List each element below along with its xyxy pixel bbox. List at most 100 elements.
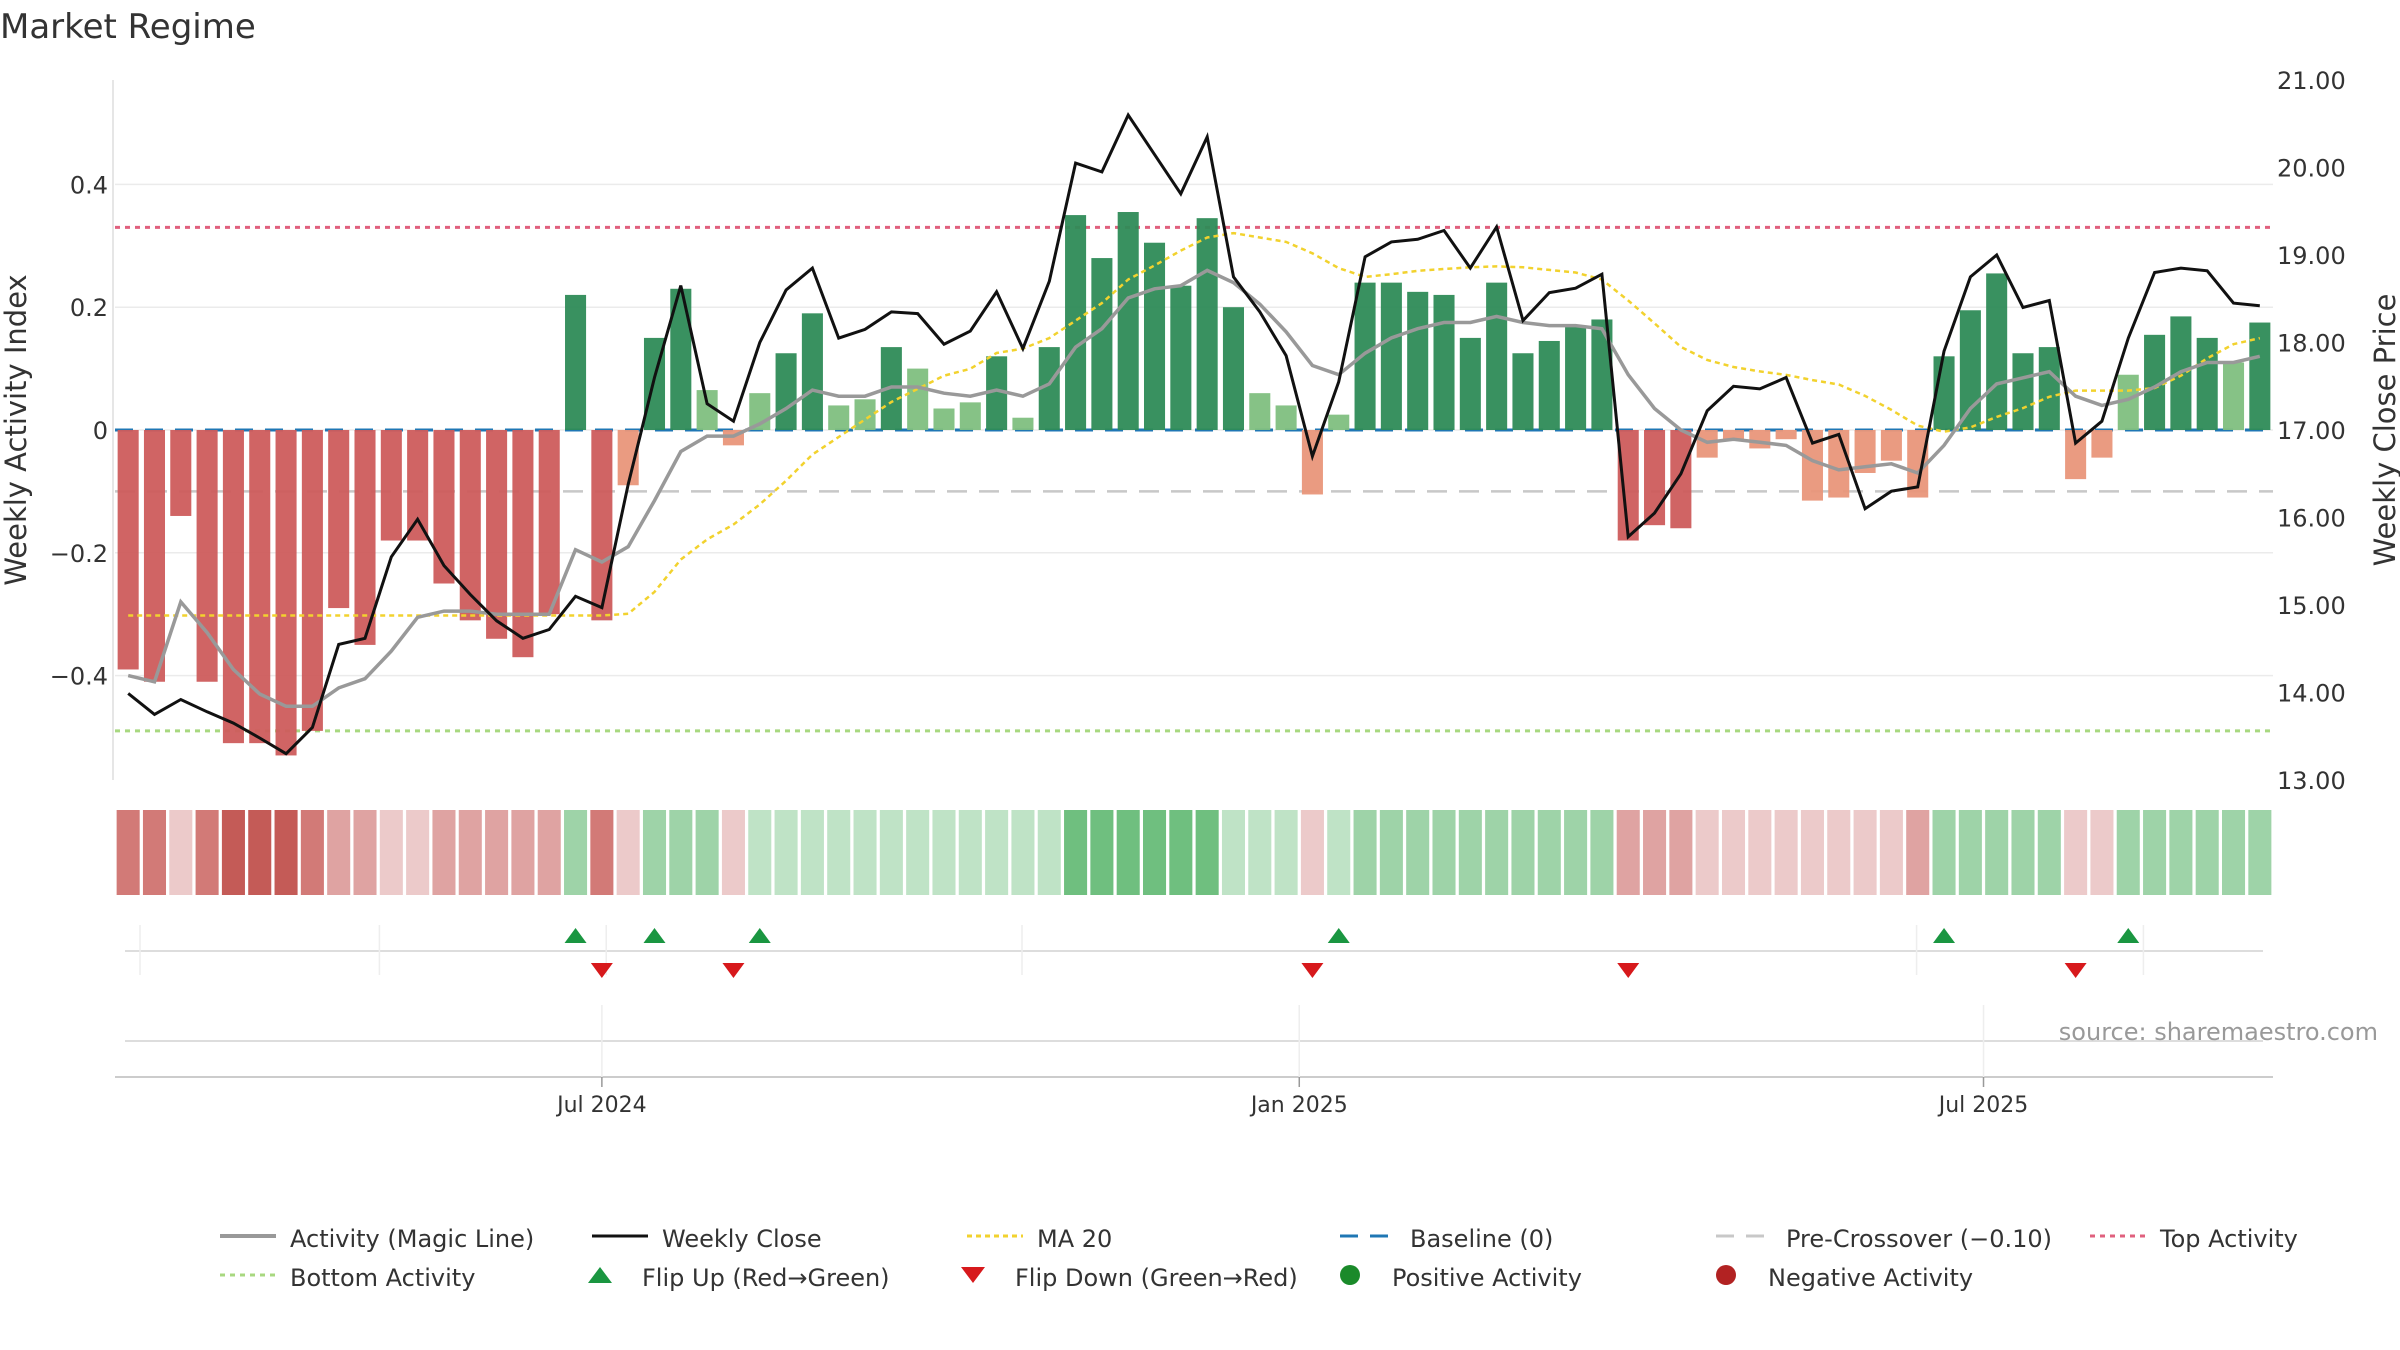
- activity-bar: [1538, 340, 1560, 430]
- regime-strip-cell: [985, 810, 1009, 895]
- regime-strip-cell: [142, 810, 167, 895]
- regime-strip-cell: [1248, 810, 1272, 895]
- activity-bar: [1591, 319, 1613, 430]
- regime-strip-cell: [1485, 810, 1509, 895]
- flip-up-marker: [643, 928, 666, 943]
- legend-swatch-bottom-icon: [220, 1263, 290, 1293]
- activity-bar: [459, 430, 481, 621]
- regime-strip-cell: [353, 810, 377, 895]
- legend-label: Top Activity: [2160, 1225, 2298, 1253]
- regime-strip-cell: [432, 810, 456, 895]
- regime-strip-cell: [248, 810, 272, 895]
- regime-strip-cell: [695, 810, 719, 895]
- regime-strip-cell: [1090, 810, 1114, 895]
- regime-strip-cell: [1774, 810, 1798, 895]
- regime-strip-cell: [1169, 810, 1193, 895]
- activity-bar: [1249, 393, 1271, 430]
- legend-label: Positive Activity: [1392, 1264, 1582, 1292]
- activity-bar: [1459, 337, 1481, 430]
- legend-item-magic: Activity (Magic Line): [220, 1224, 534, 1254]
- activity-bar: [907, 368, 929, 430]
- legend-swatch-magic-icon: [220, 1224, 290, 1254]
- regime-strip-cell: [511, 810, 535, 895]
- activity-bar: [1038, 347, 1060, 430]
- regime-strip-cell: [1800, 810, 1824, 895]
- activity-bar: [196, 430, 218, 682]
- activity-bar: [2249, 322, 2271, 430]
- regime-strip: [116, 810, 2272, 895]
- regime-strip-cell: [1432, 810, 1456, 895]
- regime-strip-cell: [116, 810, 140, 895]
- activity-bar: [854, 399, 876, 430]
- regime-strip-cell: [2195, 810, 2219, 895]
- magic-line: [127, 268, 2261, 709]
- y-tick-label-left: −0.4: [50, 663, 108, 691]
- activity-bar: [1117, 212, 1139, 430]
- regime-strip-cell: [1564, 810, 1588, 895]
- activity-bar: [143, 430, 166, 682]
- regime-strip-cell: [958, 810, 982, 895]
- regime-strip-cell: [1616, 810, 1640, 895]
- activity-bar: [933, 408, 955, 430]
- regime-strip-cell: [1195, 810, 1219, 895]
- activity-bar: [1565, 325, 1587, 430]
- activity-bar: [222, 430, 244, 744]
- activity-bars: [117, 212, 2271, 756]
- regime-strip-cell: [1958, 810, 1982, 895]
- legend-swatch-neg-icon: [1698, 1263, 1768, 1293]
- activity-bar: [1828, 430, 1850, 498]
- flip-up-marker: [2117, 928, 2140, 943]
- activity-bar: [1617, 430, 1639, 541]
- legend-swatch-pos-icon: [1322, 1263, 1392, 1293]
- regime-strip-cell: [1274, 810, 1298, 895]
- activity-bar: [275, 430, 297, 756]
- legend-label: Flip Down (Green→Red): [1015, 1264, 1298, 1292]
- y-tick-label-left: 0.2: [70, 294, 108, 322]
- ma20-line: [128, 231, 2261, 617]
- activity-bar: [1301, 430, 1323, 495]
- legend-item-neg: Negative Activity: [1698, 1263, 1973, 1293]
- activity-bar: [1433, 294, 1455, 430]
- flip-down-marker: [722, 963, 745, 978]
- activity-bar: [354, 430, 376, 645]
- regime-strip-cell: [169, 810, 193, 895]
- activity-bar: [1354, 282, 1376, 430]
- activity-bar: [1775, 430, 1797, 440]
- activity-bar: [1959, 310, 1981, 430]
- legend-item-flipdown: Flip Down (Green→Red): [945, 1263, 1298, 1293]
- regime-strip-cell: [1985, 810, 2009, 895]
- activity-bar: [2144, 334, 2166, 430]
- regime-strip-cell: [1853, 810, 1877, 895]
- y-tick-label-right: 21.00: [2277, 67, 2346, 95]
- regime-strip-cell: [1590, 810, 1614, 895]
- legend-label: Activity (Magic Line): [290, 1225, 535, 1253]
- regime-strip-cell: [853, 810, 877, 895]
- legend-item-baseline: Baseline (0): [1340, 1224, 1553, 1254]
- regime-strip-cell: [485, 810, 509, 895]
- regime-strip-cell: [2169, 810, 2193, 895]
- y-axis-label-left: Weekly Activity Index: [0, 274, 33, 585]
- regime-strip-cell: [590, 810, 614, 895]
- regime-strip-cell: [1011, 810, 1035, 895]
- y-tick-label-right: 17.00: [2277, 417, 2346, 445]
- flip-down-marker: [1301, 963, 1324, 978]
- regime-strip-cell: [1327, 810, 1351, 895]
- legend-swatch-baseline-icon: [1340, 1224, 1410, 1254]
- axes: 0.4 0.2 0 −0.2 −0.4 21.00 20.00 19.00 18.00 17.00…: [50, 67, 2346, 795]
- activity-bar: [1854, 430, 1876, 473]
- y-tick-label-left: 0: [93, 417, 108, 445]
- activity-bar: [1644, 430, 1666, 526]
- activity-bar: [2065, 430, 2087, 480]
- legend-label: Negative Activity: [1768, 1264, 1974, 1292]
- y-tick-label-right: 16.00: [2277, 505, 2346, 533]
- flip-down-marker: [1617, 963, 1640, 978]
- activity-bar: [433, 430, 455, 584]
- legend-swatch-top-icon: [2090, 1224, 2160, 1254]
- source-note: source: sharemaestro.com: [2059, 1018, 2378, 1046]
- activity-bar: [1275, 405, 1297, 430]
- regime-strip-cell: [1379, 810, 1403, 895]
- regime-strip-cell: [1511, 810, 1535, 895]
- activity-bar: [1143, 242, 1166, 430]
- regime-strip-cell: [1221, 810, 1246, 895]
- regime-strip-cell: [1879, 810, 1903, 895]
